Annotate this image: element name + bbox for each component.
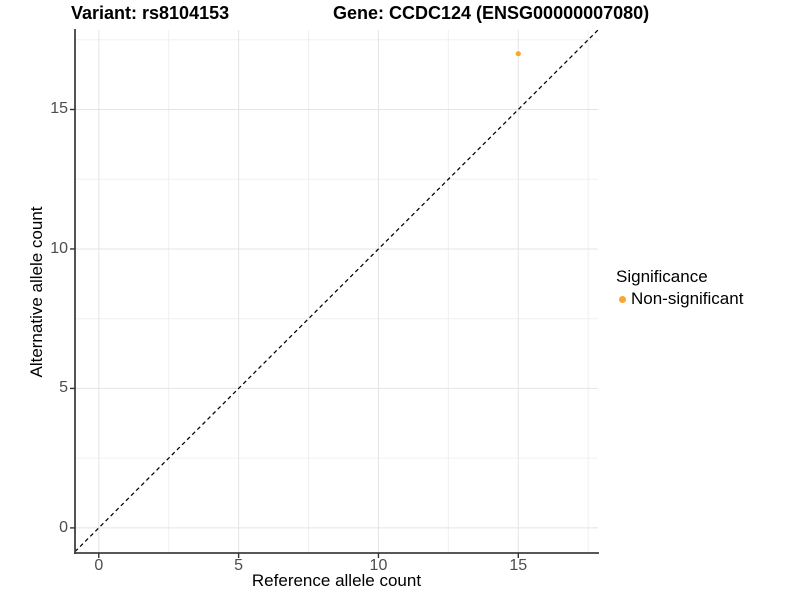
y-tick-label: 10 [50,239,68,257]
y-tick-label: 15 [50,100,68,118]
x-tick-label: 15 [509,557,528,574]
data-point [515,51,521,57]
legend-item: Non-significant [616,289,743,309]
x-axis-title: Reference allele count [251,571,422,590]
dot-icon [619,295,626,303]
y-tick-label: 0 [59,518,68,536]
y-axis-title: Alternative allele count [27,206,46,378]
legend-title: Significance [616,267,708,286]
x-tick-label: 0 [94,557,104,574]
identity-dashed-line [74,29,599,553]
plot-title-variant: Variant: rs8104153 [71,3,230,23]
legend: Significance Non-significant [616,267,743,309]
legend-item-label: Non-significant [631,289,744,308]
plot-title-gene: Gene: CCDC124 (ENSG00000007080) [333,3,650,23]
x-tick-label: 10 [369,557,388,574]
y-tick-label: 5 [59,379,68,397]
x-tick-label: 5 [234,557,244,574]
